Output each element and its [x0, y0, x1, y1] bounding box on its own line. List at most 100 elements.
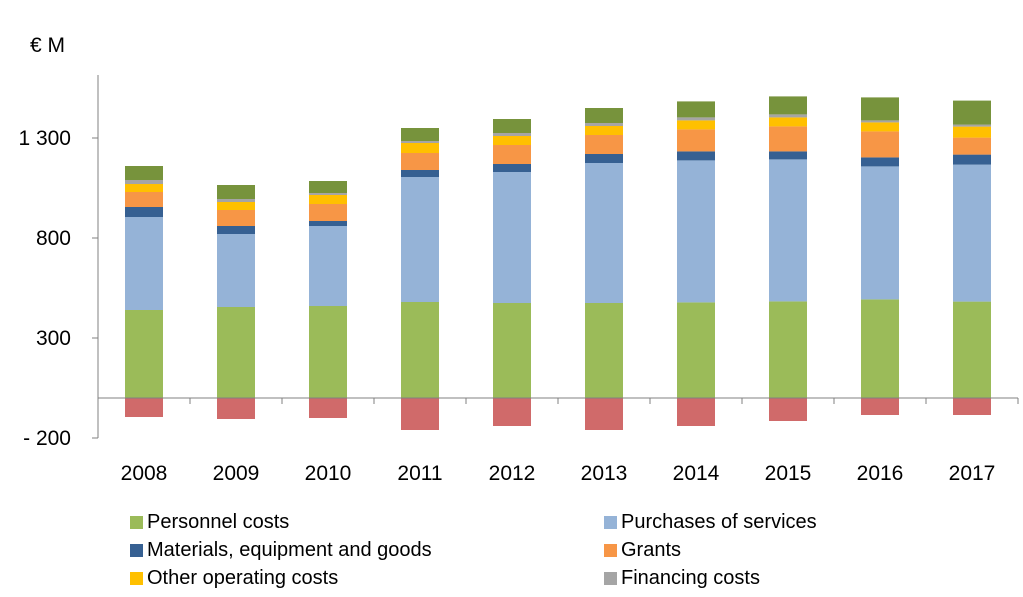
legend-item: Materials, equipment and goods [130, 539, 604, 562]
bar-segment-2014-series-0 [677, 302, 715, 398]
bar-segment-2014-series-1 [677, 160, 715, 303]
bar-segment-2010-series-1 [309, 226, 347, 306]
x-tick-label-2010: 2010 [305, 462, 352, 485]
bar-segment-2011-series-1 [401, 177, 439, 302]
legend-swatch [130, 571, 143, 585]
x-tick-label-2016: 2016 [857, 462, 904, 485]
bar-segment-2010-series-4 [309, 195, 347, 204]
bar-segment-2015-series-7 [769, 398, 807, 421]
bar-segment-2011-series-7 [401, 398, 439, 430]
legend-label: Grants [621, 538, 682, 561]
bar-segment-2008-series-3 [125, 192, 163, 207]
bar-segment-2008-series-2 [125, 207, 163, 217]
bar-segment-2008-series-5 [125, 180, 163, 184]
bar-segment-2017-series-6 [953, 100, 991, 125]
legend-swatch [604, 571, 617, 585]
bar-segment-2015-series-1 [769, 159, 807, 302]
bar-segment-2015-series-5 [769, 114, 807, 118]
bar-segment-2013-series-2 [585, 154, 623, 163]
bar-segment-2011-series-0 [401, 302, 439, 398]
legend-item: Personnel costs [130, 511, 604, 534]
legend-row: Other operating costs Financing costs [130, 564, 990, 592]
x-tick-label-2017: 2017 [949, 462, 996, 485]
bar-segment-2015-series-6 [769, 96, 807, 115]
bar-segment-2017-series-1 [953, 164, 991, 302]
bar-segment-2013-series-7 [585, 398, 623, 430]
legend-swatch [604, 515, 617, 529]
legend: Personnel costs Purchases of services Mate… [130, 508, 990, 592]
legend-label: Personnel costs [147, 510, 290, 533]
x-tick-label-2015: 2015 [765, 462, 812, 485]
bar-segment-2015-series-0 [769, 301, 807, 398]
bar-segment-2012-series-0 [493, 303, 531, 398]
bar-segment-2012-series-5 [493, 133, 531, 136]
bar-segment-2008-series-1 [125, 217, 163, 310]
x-tick-label-2013: 2013 [581, 462, 628, 485]
legend-label: Purchases of services [621, 510, 817, 533]
bar-segment-2011-series-3 [401, 153, 439, 170]
legend-row: Materials, equipment and goods Grants [130, 536, 990, 564]
x-tick-label-2014: 2014 [673, 462, 720, 485]
bar-segment-2012-series-2 [493, 164, 531, 172]
bar-segment-2010-series-3 [309, 204, 347, 221]
legend-label: Other operating costs [147, 566, 339, 589]
legend-swatch [130, 515, 143, 529]
bar-segment-2009-series-6 [217, 185, 255, 199]
bar-segment-2012-series-6 [493, 119, 531, 133]
bar-segment-2016-series-5 [861, 120, 899, 123]
bar-segment-2016-series-6 [861, 97, 899, 121]
bar-segment-2016-series-1 [861, 166, 899, 300]
x-tick-label-2009: 2009 [213, 462, 260, 485]
bar-segment-2013-series-1 [585, 163, 623, 303]
bar-segment-2013-series-4 [585, 126, 623, 135]
bar-segment-2009-series-0 [217, 307, 255, 398]
bar-segment-2009-series-7 [217, 398, 255, 419]
bar-segment-2017-series-3 [953, 137, 991, 155]
bar-segment-2017-series-4 [953, 126, 991, 138]
bar-segment-2009-series-5 [217, 199, 255, 202]
bar-segment-2015-series-2 [769, 151, 807, 160]
bar-segment-2016-series-2 [861, 157, 899, 167]
legend-label: Financing costs [621, 566, 760, 589]
bar-segment-2012-series-4 [493, 136, 531, 145]
bar-segment-2010-series-7 [309, 398, 347, 418]
legend-label: Materials, equipment and goods [147, 538, 432, 561]
bar-segment-2010-series-5 [309, 193, 347, 195]
bar-segment-2009-series-2 [217, 226, 255, 234]
bar-segment-2017-series-7 [953, 398, 991, 415]
bar-segment-2013-series-0 [585, 303, 623, 398]
bar-segment-2015-series-3 [769, 126, 807, 152]
bar-segment-2009-series-3 [217, 210, 255, 226]
bar-segment-2014-series-5 [677, 117, 715, 121]
bar-segment-2012-series-1 [493, 172, 531, 303]
bar-segment-2008-series-0 [125, 310, 163, 398]
bar-segment-2014-series-4 [677, 120, 715, 130]
bar-segment-2014-series-7 [677, 398, 715, 426]
x-tick-label-2008: 2008 [121, 462, 168, 485]
legend-row: Personnel costs Purchases of services [130, 508, 990, 536]
legend-item: Other operating costs [130, 567, 604, 590]
bar-segment-2016-series-3 [861, 131, 899, 158]
bar-segment-2013-series-6 [585, 108, 623, 123]
bar-segment-2009-series-1 [217, 234, 255, 307]
bar-segment-2013-series-3 [585, 135, 623, 154]
axes-layer: 2008 2009 2010 2011 2012 2013 2014 2015 2016 2017… [18, 75, 1019, 485]
bars-layer [125, 96, 991, 430]
x-tick-label-2012: 2012 [489, 462, 536, 485]
bar-segment-2013-series-5 [585, 123, 623, 126]
bar-segment-2017-series-0 [953, 301, 991, 398]
bar-segment-2016-series-0 [861, 299, 899, 398]
stacked-bar-chart: € M 2008 2009 2010 2011 2012 2013 2014 2015 2016… [18, 34, 1019, 485]
legend-item: Financing costs [604, 567, 984, 590]
bar-segment-2011-series-2 [401, 170, 439, 177]
legend-swatch [604, 543, 617, 557]
bar-segment-2010-series-0 [309, 306, 347, 398]
bar-segment-2011-series-5 [401, 141, 439, 143]
legend-item: Grants [604, 539, 984, 562]
bar-segment-2011-series-6 [401, 128, 439, 141]
bar-segment-2016-series-7 [861, 398, 899, 415]
bar-segment-2017-series-5 [953, 124, 991, 127]
bar-segment-2008-series-7 [125, 398, 163, 417]
bar-segment-2010-series-2 [309, 221, 347, 226]
